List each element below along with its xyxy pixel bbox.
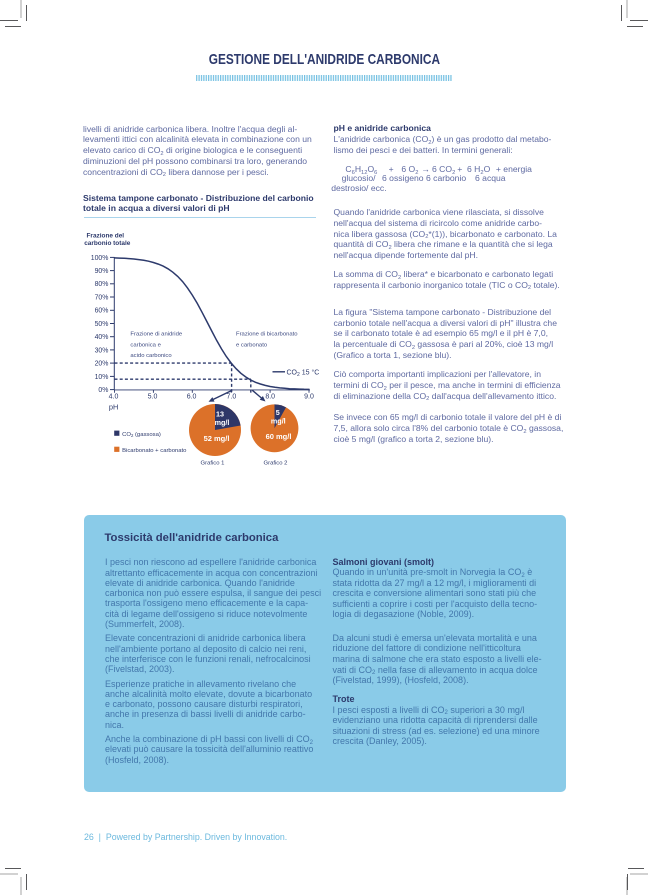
svg-text:pH: pH xyxy=(109,403,118,412)
svg-text:100%: 100% xyxy=(91,255,109,262)
svg-text:80%: 80% xyxy=(95,281,109,288)
svg-text:10%: 10% xyxy=(95,374,109,381)
svg-text:Grafico 2: Grafico 2 xyxy=(264,460,288,466)
svg-text:20%: 20% xyxy=(95,361,109,368)
svg-text:60 mg/l: 60 mg/l xyxy=(266,432,292,441)
svg-text:Frazione di bicarbonato: Frazione di bicarbonato xyxy=(236,332,298,338)
svg-text:Frazione di anidride: Frazione di anidride xyxy=(130,332,182,338)
svg-text:Bicarbonato + carbonato: Bicarbonato + carbonato xyxy=(122,448,187,454)
svg-text:carbonica e: carbonica e xyxy=(130,342,161,348)
svg-text:90%: 90% xyxy=(95,268,109,275)
svg-text:acido carbonico: acido carbonico xyxy=(130,353,172,359)
svg-text:70%: 70% xyxy=(95,294,109,301)
svg-text:7.0: 7.0 xyxy=(227,393,237,400)
svg-text:CO2 15 °C: CO2 15 °C xyxy=(287,368,320,378)
svg-text:60%: 60% xyxy=(95,308,109,315)
svg-text:9.0: 9.0 xyxy=(304,393,314,400)
svg-text:Frazione del: Frazione del xyxy=(87,232,125,239)
svg-text:4.0: 4.0 xyxy=(109,393,119,400)
svg-text:mg/l: mg/l xyxy=(271,417,286,426)
svg-text:carbonio totale: carbonio totale xyxy=(84,240,131,247)
svg-text:e carbonato: e carbonato xyxy=(236,342,268,348)
svg-text:13: 13 xyxy=(216,409,224,418)
svg-text:6.0: 6.0 xyxy=(187,393,197,400)
svg-text:40%: 40% xyxy=(95,334,109,341)
svg-text:30%: 30% xyxy=(95,347,109,354)
svg-text:8.0: 8.0 xyxy=(265,393,275,400)
svg-text:CO2 (gassosa): CO2 (gassosa) xyxy=(122,432,161,438)
svg-text:50%: 50% xyxy=(95,321,109,328)
svg-text:5: 5 xyxy=(276,408,280,417)
svg-text:0%: 0% xyxy=(98,387,108,394)
svg-text:Grafico 1: Grafico 1 xyxy=(201,460,225,466)
svg-text:5.0: 5.0 xyxy=(148,393,158,400)
svg-text:52 mg/l: 52 mg/l xyxy=(204,434,230,443)
svg-text:mg/l: mg/l xyxy=(215,418,230,427)
